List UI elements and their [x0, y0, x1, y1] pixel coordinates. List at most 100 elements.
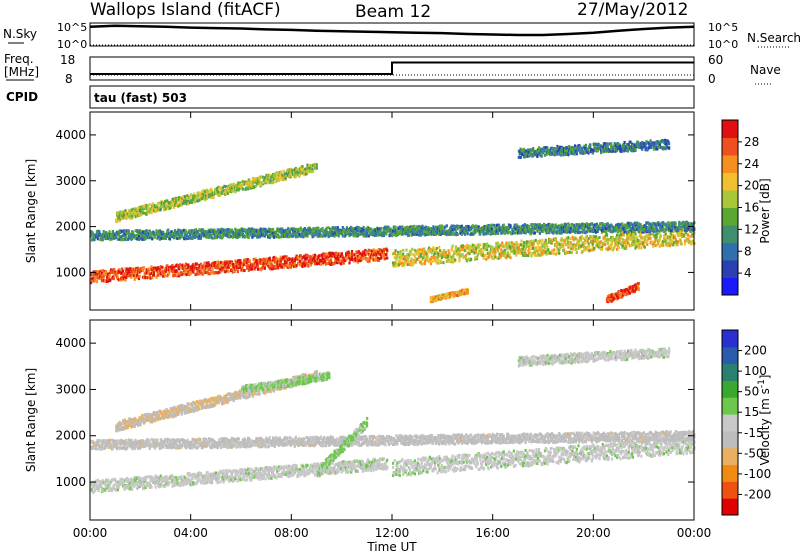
data-cell	[672, 230, 675, 234]
data-cell	[303, 230, 307, 234]
data-cell	[281, 227, 284, 231]
data-cell	[150, 211, 153, 215]
data-cell	[336, 226, 339, 229]
data-cell	[616, 226, 619, 230]
data-cell	[395, 257, 398, 261]
data-cell	[595, 222, 599, 226]
data-cell	[506, 247, 509, 251]
data-cell	[362, 225, 365, 229]
data-cell	[512, 242, 515, 246]
data-cell	[184, 237, 187, 241]
data-cell	[227, 269, 230, 273]
data-cell	[332, 232, 335, 236]
data-cell	[327, 262, 330, 265]
data-cell	[253, 267, 256, 271]
data-cell	[181, 265, 184, 269]
data-cell	[91, 276, 94, 280]
data-cell	[611, 248, 614, 252]
data-cell	[339, 259, 342, 262]
data-cell	[617, 241, 620, 245]
data-cell	[100, 269, 103, 273]
data-cell	[273, 258, 276, 262]
data-cell	[465, 244, 468, 247]
data-cell	[410, 252, 413, 256]
data-cell	[340, 259, 343, 263]
data-cell	[331, 226, 334, 229]
data-cell	[335, 229, 338, 233]
data-cell	[338, 255, 341, 259]
data-cell	[193, 267, 196, 271]
data-cell	[575, 226, 578, 230]
data-cell	[567, 230, 570, 234]
data-cell	[170, 230, 173, 234]
data-cell	[218, 230, 221, 234]
data-cell	[631, 223, 635, 227]
data-cell	[475, 250, 478, 254]
data-cell	[294, 235, 297, 239]
data-cell	[655, 226, 658, 230]
data-cell	[350, 255, 354, 259]
data-cell	[96, 237, 99, 241]
data-cell	[459, 246, 463, 250]
data-cell	[671, 239, 674, 243]
data-cell	[147, 211, 151, 215]
data-cell	[190, 231, 193, 235]
data-cell	[119, 229, 122, 233]
data-cell	[470, 227, 473, 231]
data-cell	[371, 249, 374, 253]
data-cell	[199, 233, 203, 237]
data-cell	[402, 255, 405, 259]
data-cell	[178, 274, 181, 278]
nave-label: Nave	[750, 63, 781, 77]
data-cell	[667, 221, 670, 225]
data-cell	[512, 231, 515, 235]
data-cell	[348, 230, 351, 234]
data-cell	[236, 186, 239, 190]
data-cell	[683, 233, 686, 237]
data-cell	[474, 228, 477, 232]
data-cell	[493, 226, 496, 230]
data-cell	[258, 178, 261, 182]
data-cell	[429, 262, 432, 266]
data-cell	[466, 232, 469, 236]
data-cell	[159, 265, 162, 269]
n-sky-label: N.Sky	[3, 27, 37, 41]
data-cell	[639, 233, 642, 237]
data-cell	[173, 206, 176, 209]
data-cell	[657, 231, 661, 235]
data-cell	[408, 252, 411, 256]
data-cell	[622, 226, 625, 230]
data-cell	[344, 230, 347, 234]
data-cell	[314, 262, 317, 266]
data-cell	[184, 195, 187, 199]
data-cell	[249, 233, 252, 237]
data-cell	[247, 235, 250, 239]
data-cell	[467, 225, 470, 229]
data-cell	[635, 242, 638, 246]
data-cell	[303, 254, 306, 258]
data-cell	[324, 233, 328, 237]
data-cell	[631, 236, 634, 240]
data-cell	[625, 230, 628, 234]
data-cell	[289, 265, 292, 269]
data-cell	[652, 232, 655, 236]
data-cell	[328, 260, 331, 264]
data-cell	[341, 234, 344, 238]
data-cell	[668, 241, 671, 245]
data-cell	[401, 227, 404, 231]
data-cell	[121, 276, 124, 280]
data-cell	[516, 227, 519, 230]
data-cell	[394, 249, 397, 253]
data-cell	[516, 224, 519, 228]
data-cell	[160, 269, 163, 273]
data-cell	[202, 264, 205, 268]
data-cell	[257, 230, 260, 234]
data-cell	[513, 251, 516, 255]
data-cell	[492, 230, 495, 234]
data-cell	[123, 272, 126, 276]
data-cell	[691, 222, 694, 226]
data-cell	[380, 226, 383, 230]
data-cell	[264, 227, 267, 231]
data-cell	[637, 228, 640, 232]
data-cell	[281, 231, 284, 235]
